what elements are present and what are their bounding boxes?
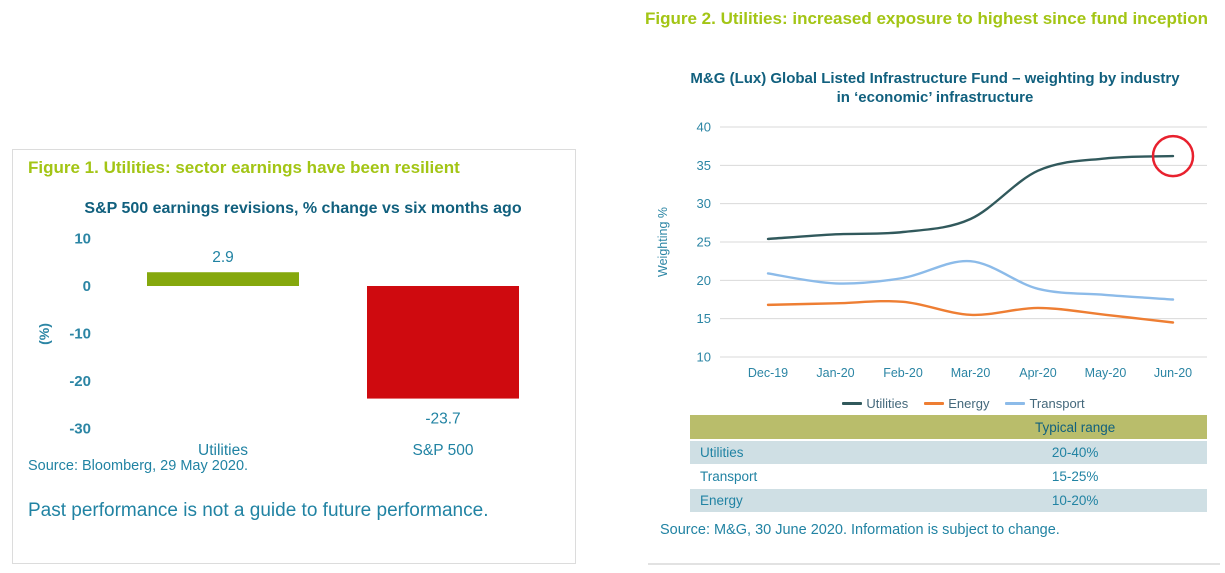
line-series-utilities (766, 154, 1175, 241)
y-axis-tick-label: -20 (69, 373, 91, 390)
figure1-bar-chart: 10 0 -10 -20 -30 (%) 2.9 Utilities -23.7 S&P 500 (36, 231, 519, 459)
legend-item-energy: Energy (924, 396, 989, 411)
table-cell-label: Energy (700, 493, 743, 508)
y-axis-tick-label: -30 (69, 421, 91, 438)
x-axis-category-label: Utilities (198, 442, 248, 459)
line-series-energy (766, 299, 1175, 324)
x-axis-category-label: S&P 500 (413, 442, 474, 459)
bar-value-label: -23.7 (425, 411, 460, 428)
legend-label: Utilities (866, 395, 909, 411)
table-row-transport: Transport 15-25% (690, 465, 1207, 488)
table-cell-value: 15-25% (1051, 469, 1099, 484)
table-row-utilities: Utilities 20-40% (690, 441, 1207, 464)
figure1-source: Source: Bloomberg, 29 May 2020. (28, 458, 249, 474)
legend-label: Transport (1029, 395, 1085, 411)
y-axis-tick-label: 10 (697, 350, 711, 365)
chart-legend: Utilities Energy Transport (720, 394, 1207, 412)
y-axis-tick-label: 20 (697, 273, 711, 288)
y-axis-tick-label: 35 (697, 158, 711, 173)
bar-value-label: 2.9 (212, 249, 234, 266)
line-series-transport (766, 259, 1175, 301)
table-cell-value: Typical range (1035, 419, 1116, 435)
figure2-chart-title: M&G (Lux) Global Listed Infrastructure F… (690, 70, 1180, 106)
typical-range-table: Typical range Utilities 20-40% Transport 15-… (690, 415, 1207, 513)
table-row-energy: Energy 10-20% (690, 489, 1207, 512)
bar-utilities (147, 272, 299, 286)
y-axis-tick-label: 15 (697, 311, 711, 326)
highlight-circle-annotation (1151, 134, 1195, 178)
x-axis-tick-label: Mar-20 (951, 366, 991, 380)
table-cell-label: Transport (700, 469, 758, 484)
y-axis-title: (%) (36, 323, 52, 345)
x-axis-tick-label: Apr-20 (1019, 366, 1057, 380)
y-axis-tick-label: 10 (74, 231, 91, 248)
legend-item-transport: Transport (1005, 395, 1085, 411)
figure1-panel: Figure 1. Utilities: sector earnings hav… (12, 149, 576, 564)
bottom-divider (648, 563, 1220, 565)
x-axis-tick-label: Jun-20 (1154, 366, 1192, 380)
table-header-row: Typical range (690, 415, 1207, 439)
y-axis-tick-label: 25 (697, 235, 711, 250)
table-cell-label: Utilities (700, 445, 744, 460)
x-axis-tick-label: Jan-20 (816, 366, 854, 380)
legend-label: Energy (948, 395, 990, 411)
past-performance-disclaimer: Past performance is not a guide to futur… (28, 500, 489, 521)
table-cell-value: 20-40% (1051, 445, 1099, 460)
x-axis-tick-label: May-20 (1085, 366, 1127, 380)
y-axis-tick-label: -10 (69, 326, 91, 343)
x-axis-tick-label: Dec-19 (748, 366, 788, 380)
bar-s-p-500 (367, 286, 519, 399)
figure2-title: Figure 2. Utilities: increased exposure … (645, 9, 1208, 28)
legend-dash-icon (842, 401, 863, 405)
legend-item-utilities: Utilities (842, 396, 908, 411)
y-axis-tick-label: 30 (697, 196, 711, 211)
figure2-panel: Figure 2. Utilities: increased exposure … (645, 8, 1223, 570)
y-axis-title: Weighting % (656, 207, 670, 277)
figure1-chart-title: S&P 500 earnings revisions, % change vs … (84, 200, 522, 217)
y-axis-tick-label: 40 (697, 120, 711, 135)
x-axis-tick-label: Feb-20 (883, 366, 923, 380)
legend-dash-icon (1005, 401, 1026, 405)
figure1-title: Figure 1. Utilities: sector earnings hav… (28, 158, 460, 177)
legend-dash-icon (924, 401, 945, 405)
figure2-line-chart: 40 35 30 25 20 15 10 Weighting % Dec-19 Jan-20 Feb… (656, 120, 1207, 380)
y-axis-tick-label: 0 (83, 278, 91, 295)
figure2-source: Source: M&G, 30 June 2020. Information i… (660, 522, 1060, 538)
table-cell-value: 10-20% (1051, 493, 1099, 508)
